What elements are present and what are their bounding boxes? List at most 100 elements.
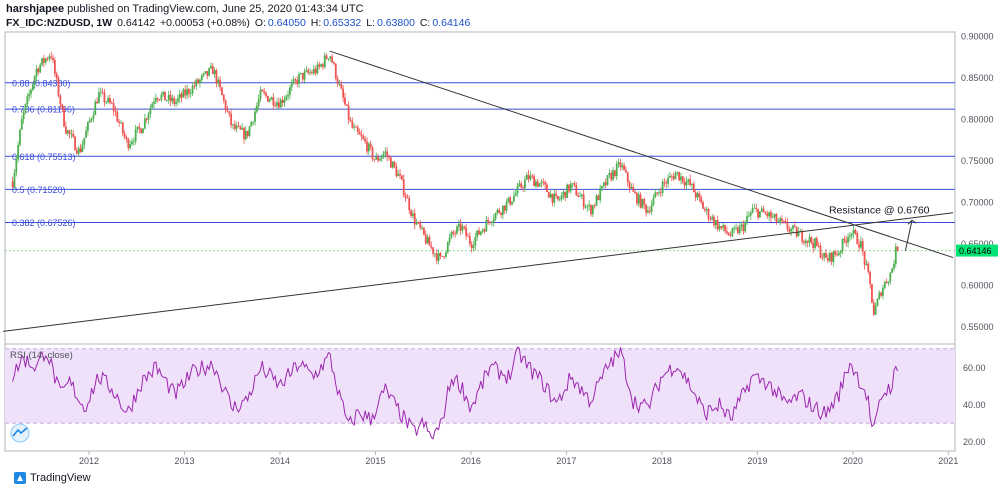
candle-body-231 xyxy=(435,253,438,261)
candle-body-396 xyxy=(738,226,741,234)
candle-body-77 xyxy=(153,101,155,104)
candle-body-245 xyxy=(461,226,464,231)
candle-body-289 xyxy=(542,181,545,183)
candle-body-243 xyxy=(457,223,460,227)
trendline-0 xyxy=(329,50,954,259)
candle-body-200 xyxy=(378,158,381,161)
author-name[interactable]: harshjapee xyxy=(6,3,65,15)
candle-body-380 xyxy=(709,218,712,220)
candle-body-105 xyxy=(204,71,207,74)
candle-body-433 xyxy=(806,240,809,243)
candle-body-233 xyxy=(439,253,442,256)
candle-body-36 xyxy=(77,148,80,154)
candle-body-101 xyxy=(197,79,199,84)
candle-body-427 xyxy=(795,226,798,237)
candle-body-319 xyxy=(597,195,600,201)
published-text: published on TradingView.com, June 25, 2… xyxy=(67,3,364,15)
candle-body-51 xyxy=(105,102,108,103)
candle-body-255 xyxy=(479,231,482,235)
price-axis-tick-4: 0.70000 xyxy=(961,198,994,208)
candle-body-223 xyxy=(421,227,423,229)
candle-body-110 xyxy=(213,70,216,75)
candle-body-308 xyxy=(577,195,580,197)
candle-body-128 xyxy=(246,130,249,136)
candle-body-346 xyxy=(647,210,649,213)
candle-body-256 xyxy=(481,229,484,232)
candle-body-285 xyxy=(535,181,537,187)
candle-body-265 xyxy=(498,209,501,213)
candle-body-16 xyxy=(41,58,43,65)
candle-body-30 xyxy=(66,130,69,134)
candle-body-459 xyxy=(854,230,857,233)
candle-body-34 xyxy=(74,136,76,151)
candle-body-405 xyxy=(755,207,758,210)
price-axis-tick-2: 0.80000 xyxy=(961,115,994,125)
price-axis-tick-0: 0.90000 xyxy=(961,32,994,42)
candle-body-302 xyxy=(566,184,569,198)
candle-body-45 xyxy=(94,101,97,116)
candle-body-173 xyxy=(329,56,332,59)
candle-body-309 xyxy=(579,196,581,197)
candle-body-291 xyxy=(546,184,548,192)
candle-body-467 xyxy=(869,271,871,284)
candle-body-428 xyxy=(797,231,800,237)
candle-body-189 xyxy=(358,131,361,135)
candle-body-366 xyxy=(683,182,686,186)
candle-body-54 xyxy=(110,102,113,104)
candle-body-158 xyxy=(301,72,304,80)
candle-body-340 xyxy=(636,193,638,204)
time-axis-tick-9: 2021 xyxy=(938,456,958,466)
candle-body-334 xyxy=(624,169,627,173)
candle-body-122 xyxy=(235,125,238,129)
candle-body-14 xyxy=(37,68,40,73)
candle-body-391 xyxy=(729,235,732,236)
candle-body-317 xyxy=(593,205,596,207)
candle-body-121 xyxy=(233,124,236,129)
candle-body-463 xyxy=(861,241,864,252)
candle-body-411 xyxy=(766,213,769,217)
candle-body-372 xyxy=(694,192,697,198)
candle-body-109 xyxy=(211,66,214,75)
candle-body-263 xyxy=(494,213,497,220)
candle-body-191 xyxy=(362,136,365,139)
fib-level-label-4: 0.382 (0.67526) xyxy=(12,218,76,228)
candle-body-267 xyxy=(501,205,504,215)
candle-body-202 xyxy=(382,153,385,157)
candle-body-180 xyxy=(342,88,345,98)
candle-body-66 xyxy=(132,141,135,143)
candle-body-26 xyxy=(59,95,62,105)
candle-body-438 xyxy=(815,238,818,246)
candle-body-254 xyxy=(478,230,480,235)
candle-body-163 xyxy=(311,72,313,74)
candle-body-104 xyxy=(202,73,205,76)
candle-body-71 xyxy=(142,128,144,134)
candle-body-19 xyxy=(46,58,49,60)
candle-body-10 xyxy=(30,89,32,94)
ohlc-legend: FX_IDC:NZDUSD, 1W 0.64142 +0.00053 (+0.0… xyxy=(6,17,472,29)
candle-body-76 xyxy=(151,103,154,108)
candle-body-251 xyxy=(472,245,475,248)
candle-body-476 xyxy=(885,281,888,284)
candle-body-56 xyxy=(114,110,117,112)
candle-body-79 xyxy=(156,98,159,100)
candle-body-382 xyxy=(713,216,715,226)
candle-body-451 xyxy=(839,251,842,253)
candle-body-477 xyxy=(887,281,890,284)
candle-body-94 xyxy=(184,89,187,96)
candle-body-82 xyxy=(162,91,165,95)
candle-body-9 xyxy=(28,93,31,97)
candle-body-311 xyxy=(582,194,585,208)
candle-body-475 xyxy=(883,281,886,288)
candle-body-112 xyxy=(217,79,220,84)
candle-body-359 xyxy=(670,176,673,177)
candle-body-68 xyxy=(136,126,139,130)
candle-body-356 xyxy=(665,182,668,184)
tradingview-brand[interactable]: TradingView xyxy=(14,472,91,484)
candle-body-314 xyxy=(588,205,591,207)
high-value: 0.65332 xyxy=(323,17,362,29)
candle-body-353 xyxy=(659,192,662,194)
time-axis-tick-2: 2014 xyxy=(270,456,290,466)
candle-body-296 xyxy=(555,193,558,196)
candle-body-300 xyxy=(562,191,565,196)
